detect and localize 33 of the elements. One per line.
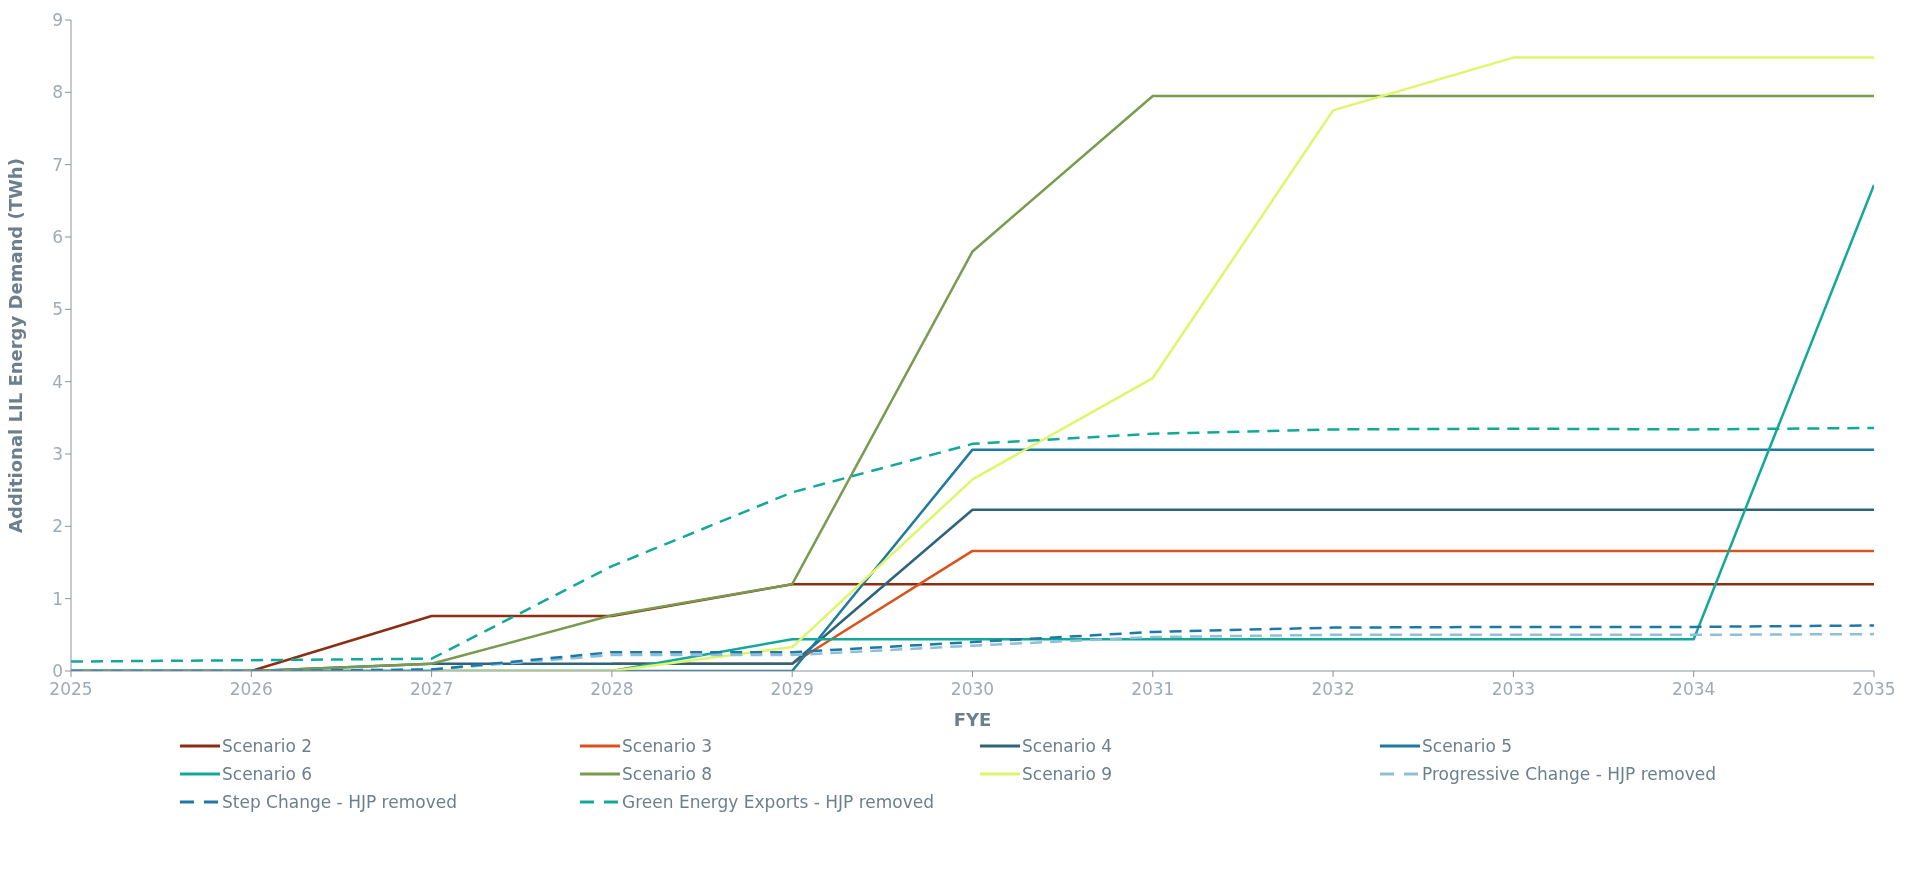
x-tick-label: 2034 xyxy=(1672,679,1716,700)
y-tick-label: 0 xyxy=(52,661,63,682)
legend-label: Scenario 4 xyxy=(1022,736,1113,756)
legend-label: Scenario 5 xyxy=(1422,736,1513,756)
legend-label: Progressive Change - HJP removed xyxy=(1422,764,1717,784)
y-tick-label: 6 xyxy=(52,227,63,248)
x-tick-label: 2030 xyxy=(950,679,995,700)
legend-label: Scenario 2 xyxy=(222,736,313,756)
x-tick-label: 2032 xyxy=(1311,679,1355,700)
x-tick-label: 2033 xyxy=(1491,679,1536,700)
y-tick-label: 2 xyxy=(52,516,63,537)
legend-label: Green Energy Exports - HJP removed xyxy=(622,792,935,812)
y-tick-label: 4 xyxy=(52,371,63,392)
y-tick-label: 3 xyxy=(52,444,63,465)
x-tick-label: 2028 xyxy=(590,679,634,700)
y-tick-label: 5 xyxy=(52,299,63,320)
x-tick-label: 2029 xyxy=(770,679,814,700)
y-tick-label: 9 xyxy=(52,10,63,31)
y-tick-label: 1 xyxy=(52,588,63,609)
legend-label: Scenario 6 xyxy=(222,764,313,784)
x-tick-label: 2027 xyxy=(409,679,454,700)
x-tick-label: 2025 xyxy=(49,679,93,700)
y-axis-title: Additional LIL Energy Demand (TWh) xyxy=(5,158,27,533)
x-tick-label: 2026 xyxy=(229,679,273,700)
y-tick-label: 7 xyxy=(52,154,63,175)
legend-label: Step Change - HJP removed xyxy=(222,792,457,812)
x-tick-label: 2035 xyxy=(1852,679,1896,700)
x-tick-label: 2031 xyxy=(1131,679,1175,700)
y-tick-label: 8 xyxy=(52,82,63,103)
legend-label: Scenario 9 xyxy=(1022,764,1113,784)
legend-label: Scenario 3 xyxy=(622,736,713,756)
legend-label: Scenario 8 xyxy=(622,764,713,784)
x-axis-title: FYE xyxy=(953,709,992,730)
